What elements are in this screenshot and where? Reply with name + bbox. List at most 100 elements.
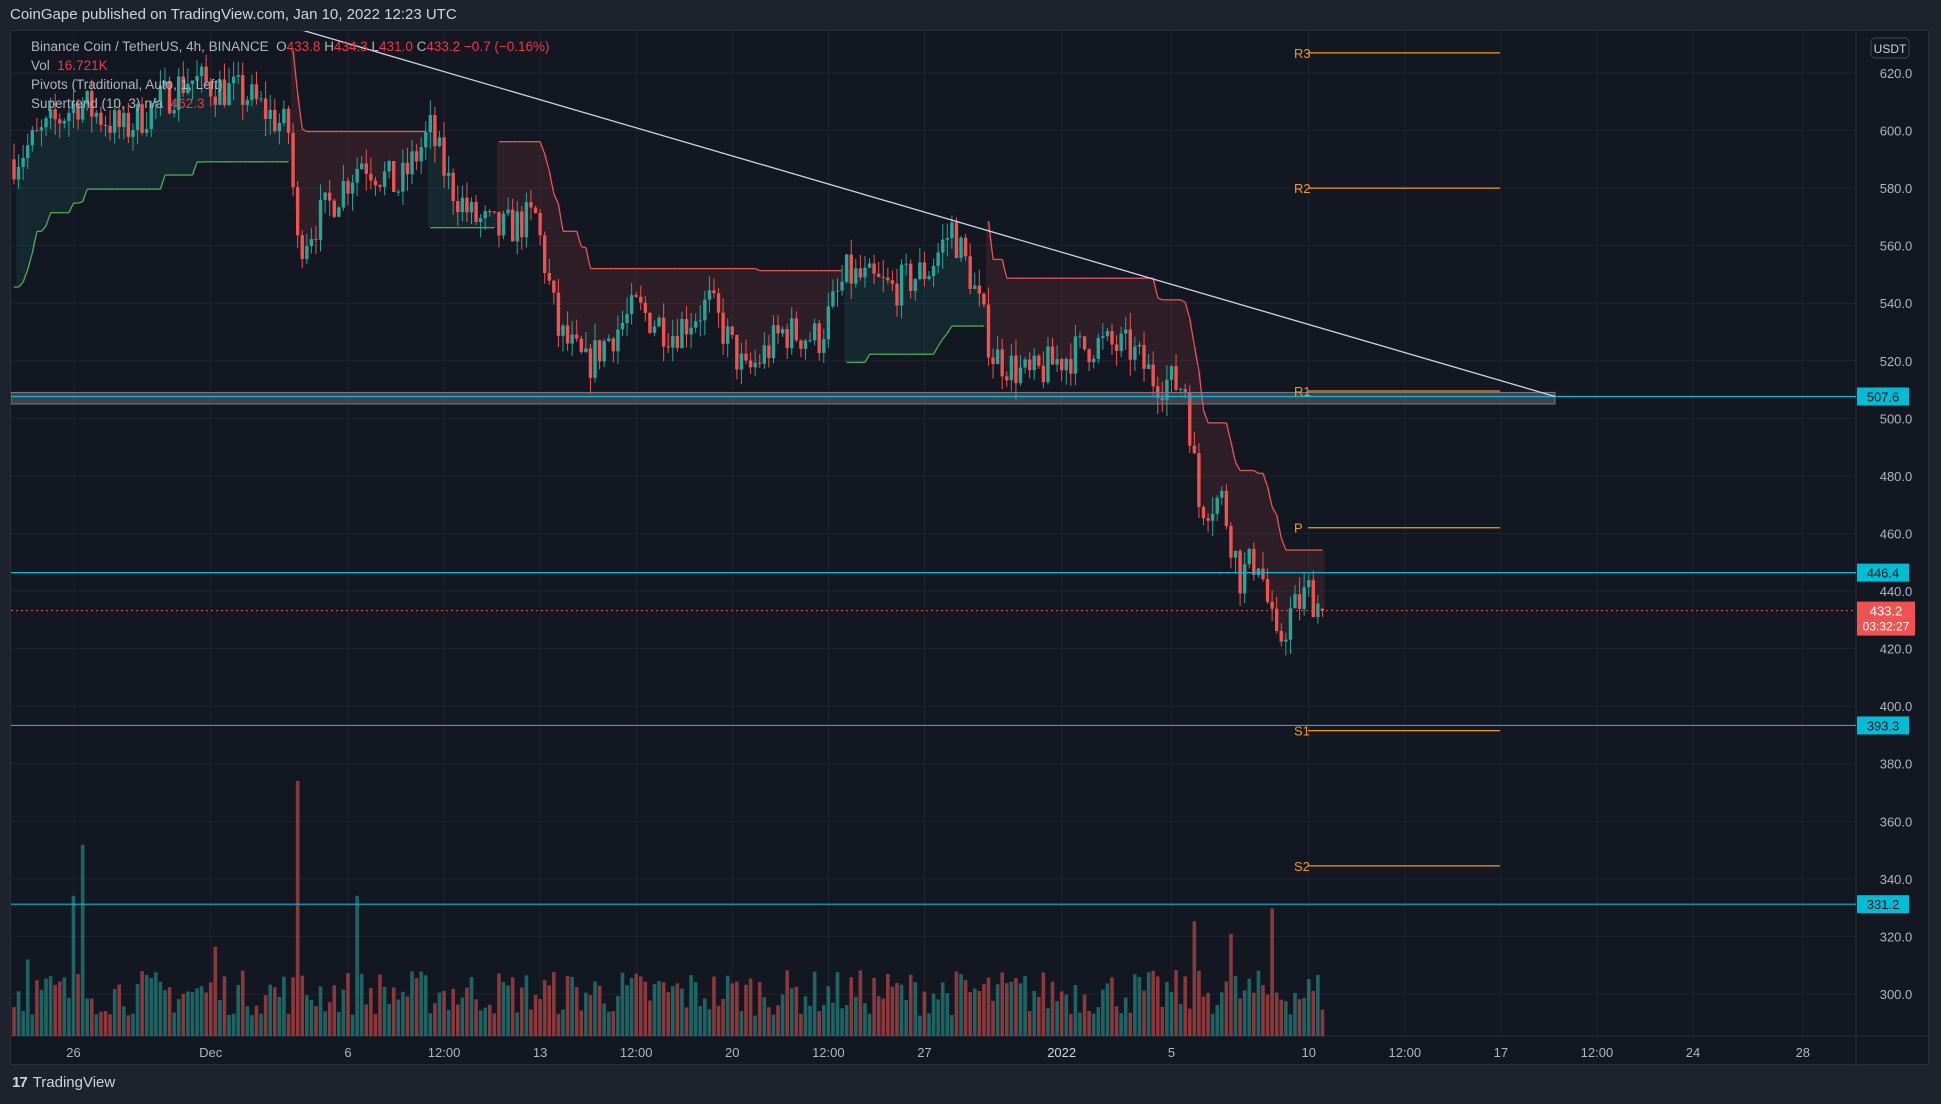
chart-panel[interactable]: R3 R2 R1 P S1 S2 620.0 600.0 580.0 560.0 540.0 520.… (10, 30, 1930, 1066)
supertrend-fill (967, 272, 973, 327)
volume-legend[interactable]: Vol 16.721K (31, 58, 108, 73)
volume-bar (291, 977, 295, 1036)
price-tick-label: 420.0 (1880, 642, 1913, 657)
supertrend-fill (331, 131, 337, 209)
volume-bar (94, 1014, 99, 1036)
candle-body (424, 132, 428, 148)
supertrend-fill (821, 270, 827, 347)
candle-body (945, 237, 949, 240)
volume-bar (446, 1009, 451, 1036)
volume-bar (1229, 934, 1233, 1036)
candle-body (1215, 497, 1219, 514)
volume-bar (757, 981, 762, 1036)
candle-body (785, 329, 789, 349)
supertrend-fill (624, 268, 630, 319)
candle-body (1201, 507, 1206, 519)
supertrend-line (1225, 422, 1232, 443)
candle-body (744, 353, 748, 361)
candle-body (812, 323, 817, 341)
volume-bar (89, 998, 94, 1036)
volume-bar (876, 996, 881, 1036)
volume-bar (1146, 972, 1151, 1036)
supertrend-fill (153, 101, 159, 190)
supertrend-fill (1224, 422, 1229, 509)
candle-body (76, 103, 80, 120)
volume-bar (1123, 997, 1128, 1036)
candle-body (680, 319, 684, 349)
supertrend-fill (492, 211, 497, 228)
candle-body (1096, 338, 1100, 359)
volume-bar (629, 977, 634, 1036)
volume-bar (1270, 908, 1274, 1036)
footer-brand[interactable]: 17 TradingView (12, 1074, 115, 1091)
candle-body (712, 290, 716, 294)
supertrend-fill (775, 270, 781, 330)
symbol-name[interactable]: Binance Coin / TetherUS, 4h, BINANCE (31, 39, 269, 54)
candle-body (620, 322, 625, 330)
candle-body (186, 83, 190, 94)
candle-body (1059, 359, 1064, 371)
candle-body (460, 197, 465, 213)
supertrend-fill (428, 123, 433, 228)
level-price-tag-label: 446.4 (1867, 566, 1900, 581)
volume-bar (1320, 1009, 1325, 1036)
candle-body (648, 312, 652, 333)
volume-bar (35, 980, 39, 1036)
volume-bar (401, 991, 405, 1036)
candle-body (172, 109, 176, 114)
candle-body (259, 98, 263, 100)
volume-bar (254, 1005, 259, 1036)
candle-body (1055, 359, 1059, 365)
supertrend-legend[interactable]: Supertrend (10, 3) n/a 462.3 (31, 96, 204, 111)
candle-body (231, 76, 236, 84)
volume-bar (529, 1009, 533, 1036)
supertrend-fill (231, 79, 236, 162)
candle-body (35, 130, 39, 132)
candle-body (405, 162, 410, 175)
candle-body (122, 112, 126, 128)
supertrend-fill (908, 277, 913, 355)
supertrend-fill (1246, 470, 1252, 557)
supertrend-fill (1205, 422, 1211, 520)
supertrend-fill (185, 88, 191, 176)
volume-bar (643, 981, 648, 1036)
volume-bar (863, 1003, 867, 1036)
supertrend-fill (373, 131, 378, 183)
volume-bar (849, 977, 854, 1036)
candle-body (12, 159, 16, 180)
supertrend-line (946, 325, 953, 334)
supertrend-fill (725, 268, 730, 336)
volume-label: Vol (31, 58, 50, 73)
supertrend-fill (258, 98, 264, 162)
supertrend-fill (1018, 278, 1023, 376)
candle-body (506, 209, 510, 214)
supertrend-fill (267, 114, 273, 162)
supertrend-fill (807, 270, 813, 341)
price-tick-label: 360.0 (1880, 814, 1913, 829)
low-label: L (371, 39, 380, 54)
change-value: −0.7 (−0.16%) (463, 39, 550, 54)
candle-body (48, 109, 53, 119)
candle-body (1307, 580, 1311, 588)
supertrend-line (544, 153, 550, 172)
open-label: O (276, 39, 287, 54)
volume-bar (671, 986, 675, 1036)
supertrend-fill (1141, 278, 1147, 357)
volume-bar (776, 1005, 780, 1036)
supertrend-fill (890, 281, 895, 355)
volume-bar (794, 986, 799, 1036)
pivots-legend[interactable]: Pivots (Traditional, Auto, 1, Left) (31, 77, 223, 92)
volume-bar (332, 985, 337, 1036)
bar-countdown-label: 03:32:27 (1863, 620, 1910, 634)
candle-body (465, 197, 469, 213)
candle-body (808, 340, 812, 342)
price-chart[interactable]: R3 R2 R1 P S1 S2 620.0 600.0 580.0 560.0 540.0 520.… (11, 31, 1930, 1066)
pivot-label-p: P (1294, 521, 1303, 536)
supertrend-fill (885, 278, 891, 355)
candle-body (1188, 391, 1192, 446)
candle-body (707, 290, 712, 300)
supertrend-fill (345, 131, 351, 188)
supertrend-fill (858, 272, 863, 363)
volume-bar (1288, 1014, 1293, 1036)
volume-bar (1023, 975, 1027, 1036)
